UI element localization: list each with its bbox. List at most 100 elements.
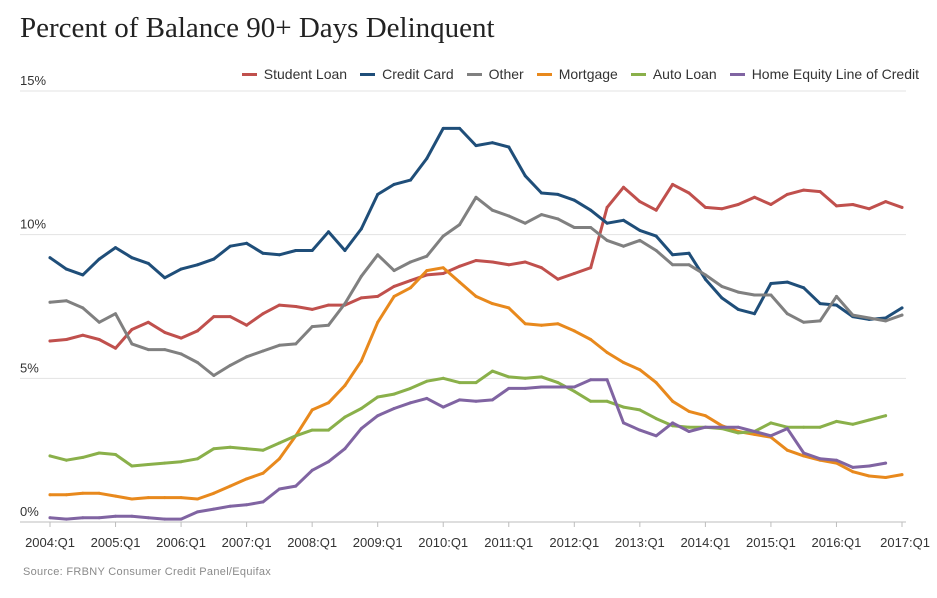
data-point (163, 348, 167, 352)
data-point (359, 227, 363, 231)
data-point (900, 205, 904, 209)
data-point (327, 460, 330, 464)
data-point (687, 191, 691, 195)
data-point (327, 323, 330, 327)
data-point (196, 457, 199, 461)
data-point (622, 218, 625, 222)
data-point (818, 425, 822, 429)
data-point (671, 421, 675, 425)
data-point (277, 487, 281, 491)
data-point (818, 319, 822, 323)
series-mortgage (48, 266, 904, 501)
data-point (425, 396, 429, 400)
data-point (474, 381, 478, 385)
x-tick-label: 2008:Q1 (287, 535, 337, 550)
data-point (572, 198, 576, 202)
data-point (720, 425, 724, 429)
data-point (277, 253, 281, 257)
data-point (523, 386, 527, 390)
data-point (441, 126, 445, 130)
data-point (179, 460, 183, 464)
data-point (294, 342, 298, 346)
legend-item: Student Loan (241, 66, 347, 82)
data-point (294, 484, 298, 488)
data-point (753, 312, 756, 316)
data-point (572, 329, 576, 333)
data-point (835, 461, 838, 465)
data-point (179, 267, 183, 271)
y-tick-label: 0% (20, 504, 39, 519)
data-point (294, 249, 298, 252)
data-point (802, 320, 806, 324)
legend-label: Home Equity Line of Credit (751, 66, 919, 82)
data-point (490, 141, 494, 145)
data-point (540, 191, 543, 195)
data-point (81, 273, 85, 277)
legend-item: Auto Loan (630, 66, 717, 82)
data-point (179, 336, 183, 340)
data-point (540, 266, 543, 270)
data-point (196, 510, 199, 514)
data-point (540, 323, 543, 327)
data-point (867, 464, 871, 468)
data-point (556, 277, 560, 281)
data-point (572, 226, 576, 229)
legend-label: Credit Card (382, 66, 454, 82)
data-point (687, 251, 691, 255)
data-point (753, 430, 756, 433)
data-point (802, 286, 806, 290)
data-point (392, 407, 396, 410)
data-point (785, 312, 789, 316)
data-point (277, 441, 281, 445)
data-point (97, 320, 101, 324)
data-point (638, 228, 642, 232)
data-point (130, 464, 134, 468)
data-point (802, 425, 806, 429)
data-point (687, 263, 691, 267)
data-point (425, 379, 429, 383)
data-point (212, 257, 216, 261)
data-point (556, 381, 560, 385)
data-point (753, 432, 756, 436)
data-point (474, 144, 478, 148)
data-point (835, 204, 838, 208)
data-point (228, 445, 232, 449)
legend-swatch (536, 72, 552, 76)
data-point (130, 514, 134, 518)
data-point (851, 465, 855, 469)
data-point (114, 246, 117, 250)
x-tick-label: 2015:Q1 (746, 535, 796, 550)
data-point (802, 454, 806, 458)
data-point (851, 203, 855, 206)
data-point (572, 389, 576, 393)
data-point (146, 516, 150, 520)
data-point (409, 286, 412, 290)
series-line (48, 369, 888, 468)
data-point (884, 414, 888, 418)
x-tick-label: 2017:Q1 (880, 535, 930, 550)
data-point (736, 431, 740, 435)
data-point (523, 221, 527, 225)
data-point (818, 457, 822, 461)
data-point (310, 428, 314, 432)
x-tick-label: 2012:Q1 (549, 535, 599, 550)
data-point (48, 300, 52, 304)
data-point (605, 378, 609, 382)
data-point (507, 375, 511, 379)
x-tick-label: 2010:Q1 (418, 535, 468, 550)
legend-swatch (241, 72, 257, 76)
data-point (474, 294, 478, 298)
x-tick-label: 2007:Q1 (222, 535, 272, 550)
data-point (867, 418, 871, 422)
data-point (343, 415, 347, 419)
data-point (458, 223, 462, 227)
data-point (48, 339, 52, 343)
data-point (343, 302, 347, 306)
data-point (654, 381, 658, 385)
data-point (130, 342, 134, 346)
data-point (81, 516, 85, 520)
data-point (196, 263, 199, 267)
data-point (97, 516, 101, 520)
data-point (523, 322, 527, 326)
data-point (507, 214, 511, 218)
